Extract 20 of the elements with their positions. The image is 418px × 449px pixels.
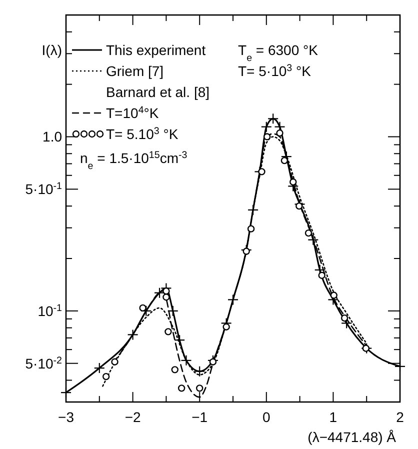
legend-label: Griem [7]	[106, 63, 164, 79]
annotation: n$_{e}$ = 1.5·10$^{15}$cm$^{-3}$	[80, 150, 188, 172]
x-tick-label: −1	[192, 409, 208, 425]
annotation: Barnard et al. [8]	[106, 84, 210, 100]
y-axis-title: I(λ)	[42, 42, 62, 58]
x-tick-label: 0	[262, 409, 270, 425]
y-tick-label: 5·10$^{-2}$	[25, 354, 62, 372]
x-axis-title: (λ−4471.48) Å	[308, 429, 397, 445]
x-tick-label: −3	[58, 409, 74, 425]
x-tick-label: 2	[396, 409, 404, 425]
annotation: T= 5·10$^{3}$ °K	[238, 62, 312, 79]
legend-label: T=10$^{4}$°K	[106, 104, 160, 121]
x-tick-label: −2	[124, 409, 141, 425]
x-tick-label: 1	[329, 409, 338, 425]
y-tick-label: 5·10$^{-1}$	[25, 180, 62, 198]
y-tick-label: 1.0	[42, 128, 62, 145]
annotation: T$_{e}$ = 6300 °K	[238, 42, 319, 64]
legend-label: T= 5.10$^{3}$ °K	[106, 126, 179, 142]
legend-label: This experiment	[106, 42, 206, 58]
y-tick-label: 10$^{-1}$	[38, 302, 62, 319]
